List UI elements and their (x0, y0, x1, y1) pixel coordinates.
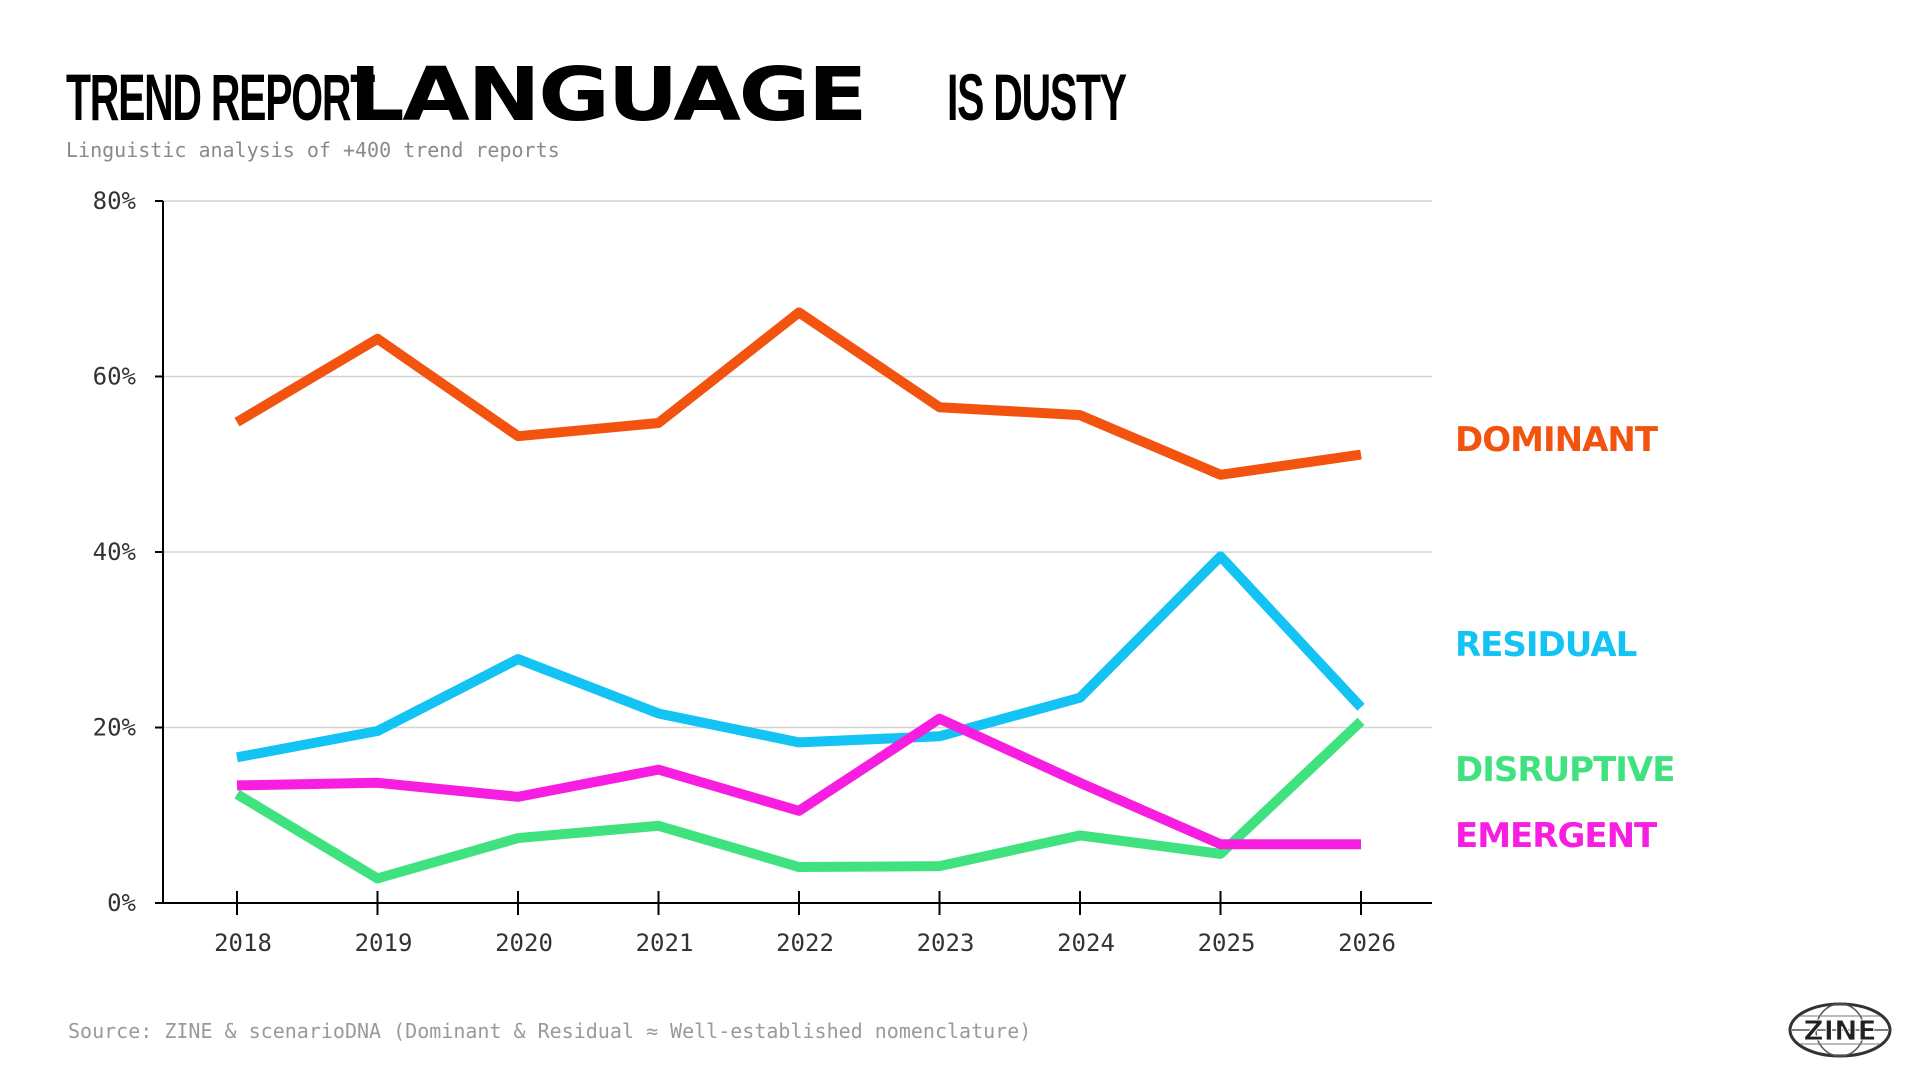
axes: 0% 20% 40% 60% 80% 2018 2019 2020 2021 2022 2023 20… (93, 187, 1432, 957)
series-label-emergent: EMERGENT (1455, 816, 1658, 856)
x-tick-label: 2022 (776, 929, 834, 957)
y-tick-label: 20% (93, 714, 137, 742)
series-labels: DOMINANT RESIDUAL DISRUPTIVE EMERGENT (1455, 420, 1675, 856)
series-line-residual (236, 551, 1365, 763)
series-line-disruptive (234, 717, 1365, 884)
x-tick-label: 2023 (917, 929, 975, 957)
x-tick-label: 2026 (1338, 929, 1396, 957)
x-tick-label: 2020 (495, 929, 553, 957)
y-tick-label: 0% (107, 889, 136, 917)
y-tick-label: 40% (93, 538, 137, 566)
series-label-residual: RESIDUAL (1455, 625, 1637, 665)
x-tick-label: 2019 (355, 929, 413, 957)
y-tick-label: 80% (93, 187, 137, 215)
grid-lines (163, 200, 1432, 729)
page-title: TREND REPORT LANGUAGE IS DUSTY (66, 52, 1127, 138)
zine-logo: ZINE (1788, 1002, 1892, 1058)
x-tick-label: 2025 (1198, 929, 1256, 957)
source-note: Source: ZINE & scenarioDNA (Dominant & R… (68, 1019, 1032, 1043)
subtitle: Linguistic analysis of +400 trend report… (66, 138, 560, 162)
series-line-emergent (236, 713, 1361, 850)
series-label-disruptive: DISRUPTIVE (1455, 750, 1674, 790)
series-line-dominant (234, 307, 1362, 480)
series-lines (234, 307, 1365, 884)
x-tick-label: 2021 (636, 929, 694, 957)
title-part-language: LANGUAGE (349, 52, 868, 138)
series-label-dominant: DOMINANT (1455, 420, 1659, 460)
x-tick-label: 2024 (1057, 929, 1115, 957)
x-tick-label: 2018 (214, 929, 272, 957)
logo-text: ZINE (1803, 1014, 1876, 1047)
y-tick-label: 60% (93, 363, 137, 391)
